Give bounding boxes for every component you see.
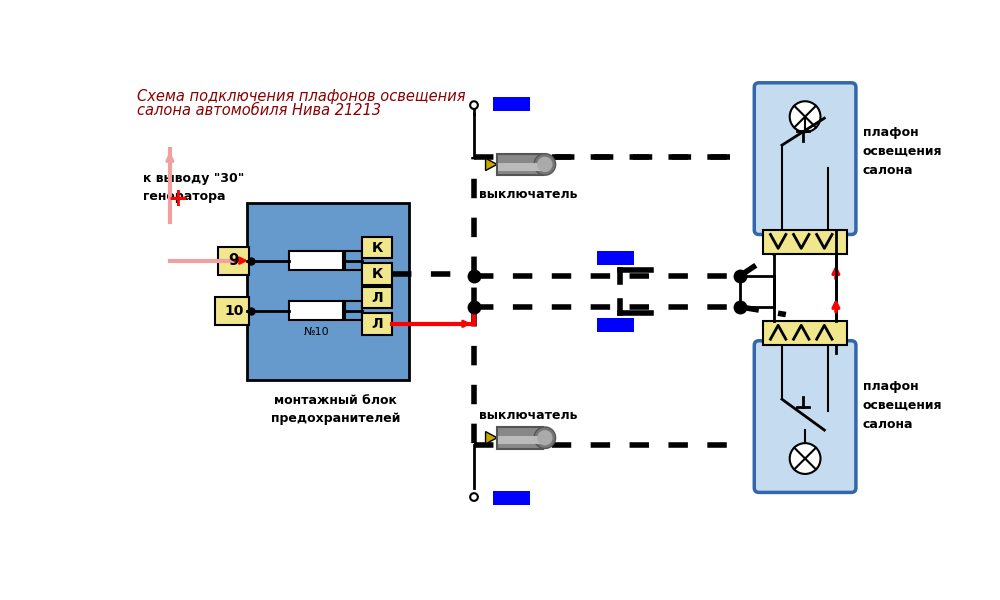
Circle shape — [534, 154, 556, 175]
Bar — [218, 247, 249, 275]
Circle shape — [470, 101, 478, 109]
Text: 9: 9 — [228, 253, 239, 268]
Text: Схема подключения плафонов освещения: Схема подключения плафонов освещения — [137, 89, 465, 104]
Text: плафон
освещения
салона: плафон освещения салона — [863, 380, 942, 431]
Text: плафон
освещения
салона: плафон освещения салона — [863, 126, 942, 177]
Circle shape — [537, 430, 553, 445]
Text: №10: №10 — [303, 327, 329, 337]
Text: монтажный блок
предохранителей: монтажный блок предохранителей — [271, 394, 400, 425]
Bar — [493, 491, 530, 505]
Bar — [498, 436, 542, 444]
Bar — [498, 163, 542, 170]
FancyBboxPatch shape — [754, 341, 856, 493]
Text: выключатель: выключатель — [479, 187, 577, 200]
FancyBboxPatch shape — [754, 83, 856, 235]
Circle shape — [537, 157, 553, 172]
Circle shape — [790, 443, 820, 474]
Bar — [497, 427, 543, 449]
Text: к выводу "30"
генератора: к выводу "30" генератора — [143, 172, 244, 203]
Bar — [763, 321, 847, 346]
Circle shape — [790, 101, 820, 132]
Polygon shape — [486, 431, 497, 444]
Text: +: + — [167, 187, 188, 211]
Bar — [362, 287, 392, 308]
Text: К: К — [371, 267, 383, 281]
Bar — [362, 263, 392, 284]
Bar — [362, 237, 392, 259]
Bar — [247, 203, 409, 380]
Bar — [497, 154, 543, 175]
Bar — [345, 301, 362, 320]
Bar — [362, 313, 392, 335]
Bar — [597, 251, 634, 265]
Circle shape — [534, 427, 556, 449]
Bar — [289, 251, 343, 270]
Text: салона автомобиля Нива 21213: салона автомобиля Нива 21213 — [137, 103, 381, 118]
Bar — [215, 297, 249, 325]
Text: К: К — [371, 241, 383, 254]
Bar — [289, 301, 343, 320]
Bar — [597, 319, 634, 332]
Bar — [345, 251, 362, 270]
Bar — [763, 230, 847, 254]
Text: Л: Л — [371, 317, 383, 331]
Polygon shape — [486, 158, 497, 170]
Text: выключатель: выключатель — [479, 409, 577, 422]
Circle shape — [470, 493, 478, 501]
Text: Л: Л — [371, 290, 383, 305]
Bar — [493, 97, 530, 110]
Text: 10: 10 — [224, 304, 243, 318]
